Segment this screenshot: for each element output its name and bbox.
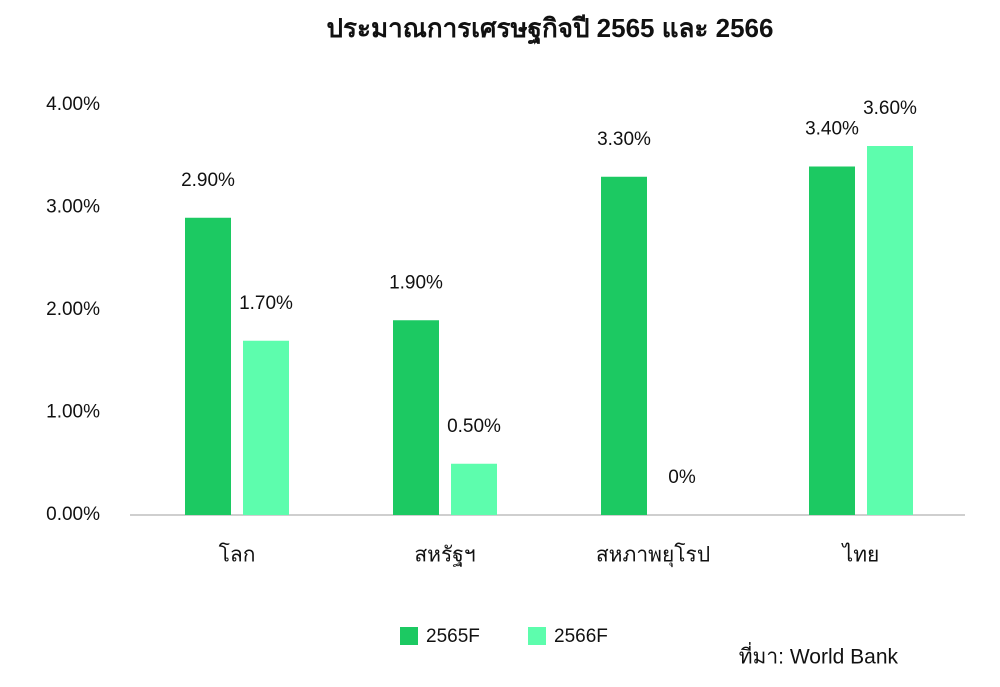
chart-title: ประมาณการเศรษฐกิจปี 2565 และ 2566: [327, 13, 774, 46]
legend-swatch: [400, 627, 418, 645]
y-tick-label: 4.00%: [46, 94, 100, 115]
bar: [451, 463, 497, 515]
x-tick-label: สหภาพยุโรป: [596, 543, 710, 568]
value-label: 1.90%: [389, 272, 443, 293]
value-label: 3.40%: [805, 119, 859, 140]
value-label: 2.90%: [181, 170, 235, 191]
value-label: 3.60%: [863, 98, 917, 119]
x-tick-label: ไทย: [841, 543, 880, 567]
value-label: 3.30%: [597, 129, 651, 150]
x-tick-label: โลก: [219, 543, 256, 567]
y-tick-label: 0.00%: [46, 504, 100, 525]
legend-label: 2565F: [426, 626, 480, 647]
x-tick-label: สหรัฐฯ: [414, 544, 475, 567]
bar: [601, 176, 647, 515]
legend-swatch: [528, 627, 546, 645]
bar: [867, 146, 913, 515]
source-note: ที่มา: World Bank: [739, 642, 899, 669]
legend-label: 2566F: [554, 626, 608, 647]
y-tick-label: 1.00%: [46, 402, 100, 423]
bar: [393, 320, 439, 515]
bar: [185, 217, 231, 515]
y-tick-label: 3.00%: [46, 197, 100, 218]
bar: [243, 340, 289, 515]
value-label: 0%: [668, 467, 696, 488]
value-label: 1.70%: [239, 293, 293, 314]
y-tick-label: 2.00%: [46, 299, 100, 320]
bar: [809, 166, 855, 515]
value-label: 0.50%: [447, 416, 501, 437]
